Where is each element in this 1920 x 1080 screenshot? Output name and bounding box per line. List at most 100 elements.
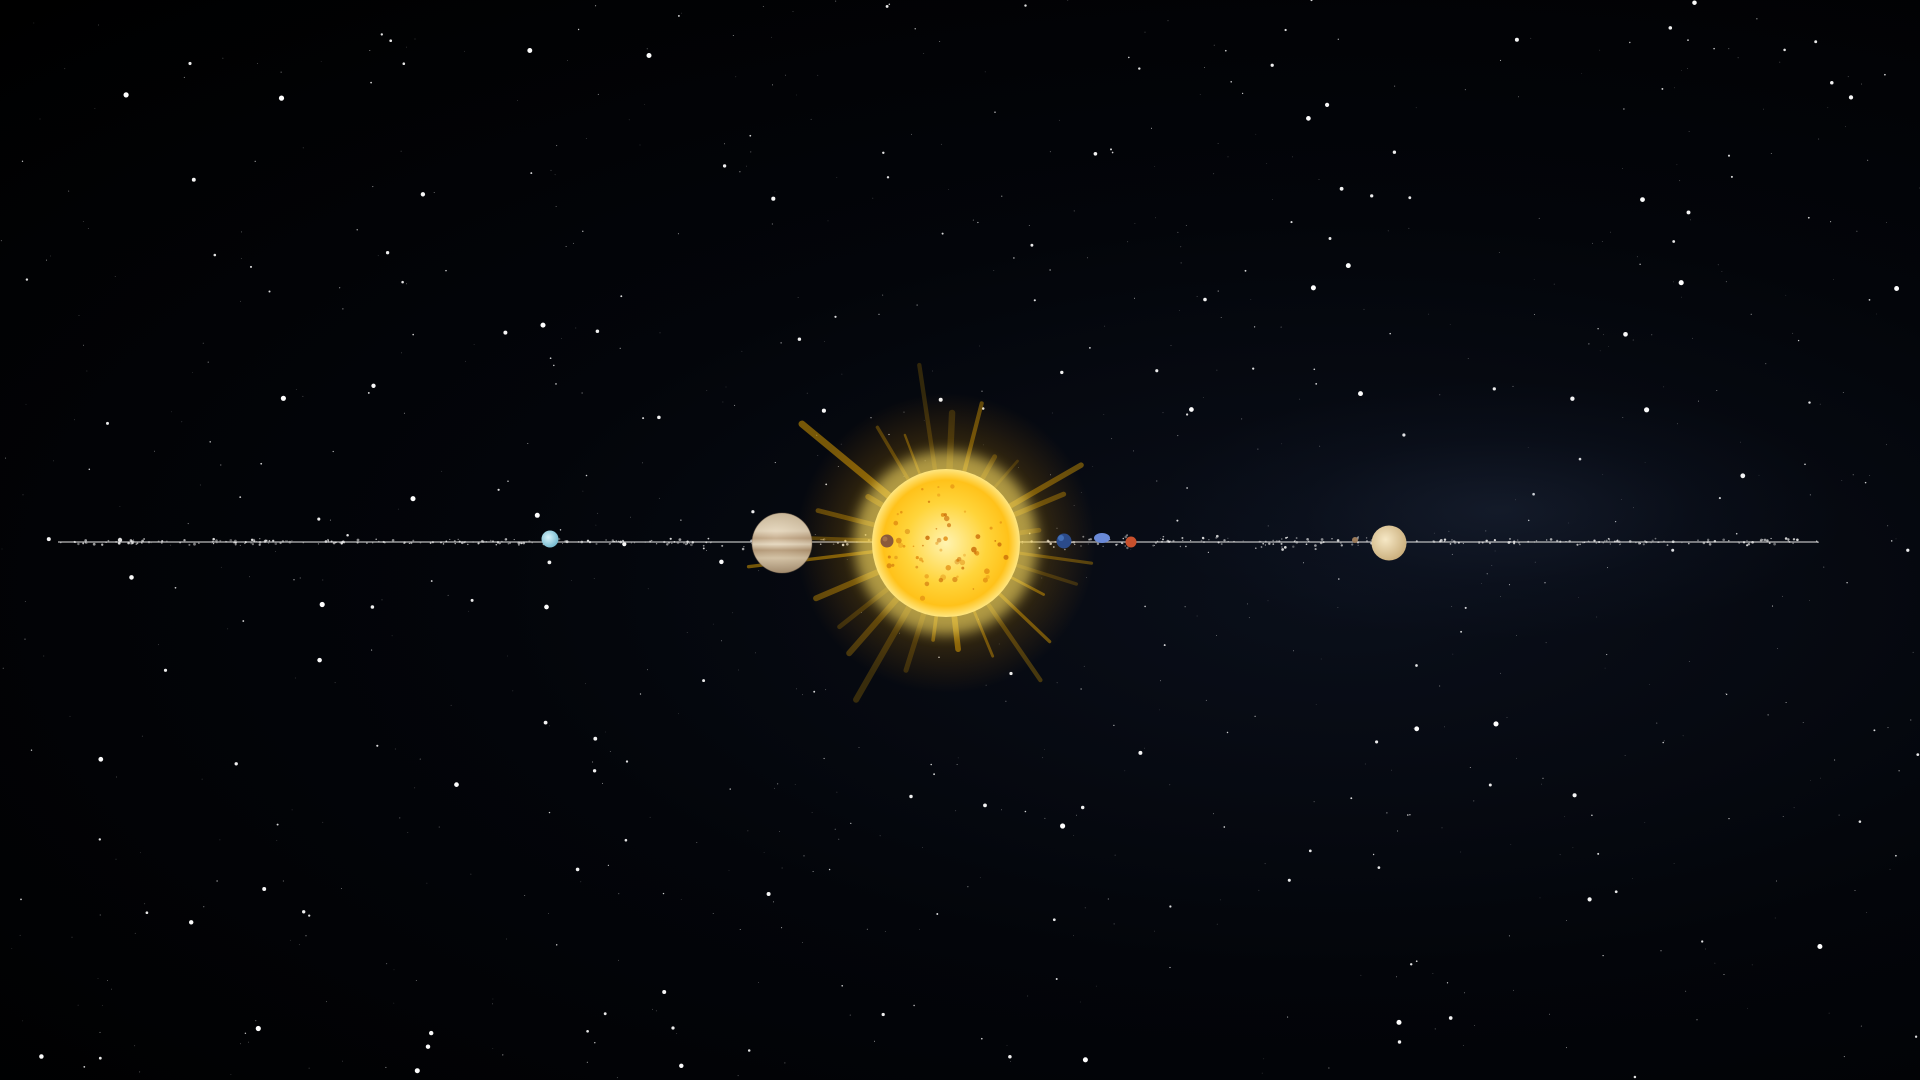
star xyxy=(257,63,259,65)
star xyxy=(275,551,276,552)
small-body xyxy=(117,537,123,543)
planet-neptune[interactable] xyxy=(541,530,559,548)
debris-speck xyxy=(1770,537,1772,540)
sun-spot xyxy=(959,559,966,566)
star xyxy=(1847,76,1849,78)
debris-speck xyxy=(1663,540,1665,542)
debris-speck xyxy=(1283,546,1287,549)
star xyxy=(1241,92,1244,95)
star xyxy=(1559,854,1561,856)
debris-speck xyxy=(1608,540,1610,542)
star xyxy=(1852,474,1854,476)
star xyxy=(1774,917,1776,919)
star xyxy=(305,935,307,937)
debris-speck xyxy=(1200,539,1203,542)
star xyxy=(676,1033,678,1034)
sun-spot xyxy=(945,564,952,571)
star xyxy=(22,494,24,496)
star xyxy=(371,649,373,651)
debris-speck xyxy=(1559,540,1562,543)
star xyxy=(255,1025,261,1032)
star xyxy=(1223,826,1226,828)
star xyxy=(201,778,203,780)
star xyxy=(53,460,54,462)
star xyxy=(33,22,35,24)
star xyxy=(1644,407,1650,413)
sun-spot xyxy=(961,566,965,570)
sun[interactable] xyxy=(746,362,1096,703)
star xyxy=(502,1054,504,1056)
star xyxy=(1671,548,1675,552)
debris-speck xyxy=(1340,544,1343,547)
sun-spot xyxy=(891,563,895,567)
star xyxy=(1624,755,1626,756)
star xyxy=(1402,433,1406,437)
star xyxy=(1144,31,1146,33)
star xyxy=(1114,854,1116,856)
star xyxy=(866,928,868,930)
planet-venus[interactable] xyxy=(1094,533,1110,543)
debris-speck xyxy=(1260,540,1262,542)
star xyxy=(1860,1025,1862,1027)
debris-speck xyxy=(702,547,705,550)
debris-speck xyxy=(226,541,228,543)
debris-speck xyxy=(1766,539,1769,542)
star xyxy=(1220,316,1222,318)
star xyxy=(1688,131,1690,132)
star xyxy=(1775,880,1777,882)
star xyxy=(586,1061,588,1063)
star xyxy=(1451,553,1453,555)
debris-speck xyxy=(1644,540,1646,542)
planet-earth[interactable] xyxy=(1056,533,1072,549)
debris-speck xyxy=(1702,541,1706,545)
star xyxy=(858,746,860,748)
sun-spot xyxy=(924,581,930,587)
planet-jupiter[interactable] xyxy=(751,512,813,574)
star xyxy=(1533,279,1535,280)
star xyxy=(1685,990,1687,992)
star xyxy=(1248,617,1250,619)
planet-saturn[interactable] xyxy=(1371,525,1407,561)
star xyxy=(145,911,149,915)
star xyxy=(1397,1040,1402,1044)
star xyxy=(1111,151,1114,154)
star xyxy=(1644,462,1646,463)
star xyxy=(1494,550,1496,552)
debris-speck xyxy=(1227,537,1229,539)
star xyxy=(618,959,619,961)
star xyxy=(293,579,295,581)
debris-speck xyxy=(1308,540,1310,543)
debris-speck xyxy=(1179,545,1182,548)
star xyxy=(955,810,957,812)
star xyxy=(834,828,836,830)
star xyxy=(1728,48,1730,50)
star xyxy=(1510,844,1512,845)
star xyxy=(1725,281,1727,283)
planet-mercury[interactable] xyxy=(880,534,894,548)
star xyxy=(1415,107,1417,109)
debris-speck xyxy=(702,544,705,547)
sun-spot xyxy=(887,555,891,559)
star xyxy=(329,519,331,521)
star xyxy=(1714,962,1716,964)
debris-speck xyxy=(1443,538,1447,541)
star xyxy=(1328,237,1332,240)
star xyxy=(1721,271,1723,272)
star xyxy=(1681,296,1682,298)
planet-mars[interactable] xyxy=(1125,536,1137,548)
debris-speck xyxy=(1121,542,1123,545)
star xyxy=(438,826,440,828)
star xyxy=(1725,693,1726,694)
debris-speck xyxy=(1817,541,1819,544)
sun-spot xyxy=(893,520,899,526)
debris-speck xyxy=(256,540,258,543)
debris-speck xyxy=(1182,539,1184,541)
star xyxy=(377,255,379,257)
star xyxy=(735,76,737,78)
debris-speck xyxy=(1583,541,1586,544)
star xyxy=(1692,337,1693,339)
star xyxy=(1169,966,1171,969)
star xyxy=(972,219,974,221)
star xyxy=(412,333,414,336)
